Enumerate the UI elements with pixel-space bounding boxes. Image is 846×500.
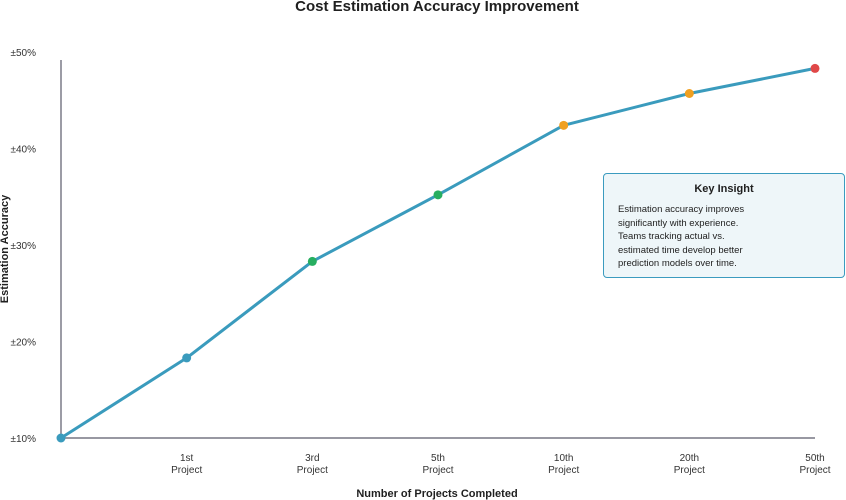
chart-title: Cost Estimation Accuracy Improvement	[295, 0, 579, 15]
x-tick-label: 10th	[554, 453, 573, 464]
y-tick-label: ±50%	[10, 48, 36, 59]
key-insight-line: Teams tracking actual vs.	[618, 231, 725, 242]
data-point	[810, 63, 820, 73]
x-tick-label: Project	[674, 465, 705, 476]
key-insight-line: significantly with experience.	[618, 217, 739, 229]
data-points	[56, 63, 820, 443]
key-insight-line: estimated time develop better	[618, 244, 743, 256]
x-axis-label: Number of Projects Completed	[356, 488, 517, 500]
x-tick-label: Project	[548, 465, 579, 476]
data-point	[56, 433, 66, 443]
y-axis-label: Estimation Accuracy	[0, 194, 11, 303]
key-insight-title: Key Insight	[694, 183, 754, 195]
x-tick-label: Project	[171, 465, 202, 476]
key-insight-line: prediction models over time.	[618, 258, 737, 269]
x-tick-label: Project	[297, 465, 328, 476]
x-tick-label: 50th	[805, 453, 824, 464]
y-tick-label: ±20%	[10, 338, 36, 349]
y-tick-labels: ±10% ±20% ±30% ±40% ±50%	[10, 48, 36, 445]
key-insight-line: Estimation accuracy improves	[618, 204, 745, 215]
data-point	[182, 353, 192, 363]
y-tick-label: ±30%	[10, 241, 36, 252]
data-point	[684, 88, 694, 98]
x-tick-label: 3rd	[305, 453, 319, 464]
x-tick-labels: 1stProject3rdProject5thProject10thProjec…	[171, 453, 831, 476]
x-tick-label: 5th	[431, 453, 445, 464]
data-point	[433, 190, 443, 200]
x-tick-label: 20th	[680, 453, 699, 464]
y-tick-label: ±40%	[10, 145, 36, 156]
x-tick-label: 1st	[180, 453, 194, 464]
x-tick-label: Project	[799, 465, 830, 476]
data-point	[307, 256, 317, 266]
key-insight-box: Key Insight Estimation accuracy improves…	[603, 173, 845, 278]
y-tick-label: ±10%	[10, 434, 36, 445]
data-point	[559, 120, 569, 130]
x-tick-label: Project	[422, 465, 453, 476]
